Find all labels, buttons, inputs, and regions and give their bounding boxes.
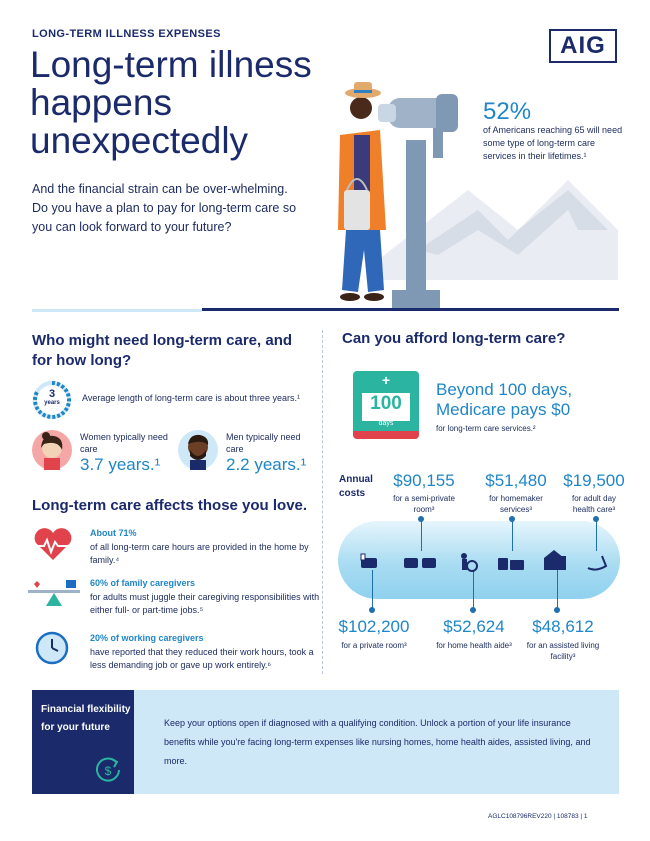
page-title: Long-term illness happens unexpectedly xyxy=(30,44,312,161)
man-avatar xyxy=(178,430,218,470)
svg-text:$: $ xyxy=(105,764,112,778)
annual-costs-label: Annual costs xyxy=(339,474,373,499)
cost-assisted-living-value: $48,612 xyxy=(532,617,594,636)
pin-homemaker xyxy=(512,519,513,551)
cost-assisted-living-label: for an assisted living facility³ xyxy=(526,641,600,661)
balance-scale-icon xyxy=(28,580,80,606)
years-icon-number: 3 xyxy=(48,388,56,400)
woman-avatar xyxy=(32,430,72,470)
calendar-base xyxy=(353,431,419,439)
financial-flexibility-title: Financial flexibility for your future xyxy=(41,704,131,733)
love-item-3-text: have reported that they reduced their wo… xyxy=(90,647,314,670)
medicare-subtext: for long-term care services.² xyxy=(436,424,536,433)
cost-adult-day-label: for adult day health care³ xyxy=(571,494,617,514)
afford-heading: Can you afford long-term care? xyxy=(342,330,566,347)
pin-dot xyxy=(470,607,476,613)
cost-private-room-value: $102,200 xyxy=(338,617,410,636)
calendar-number: 100 xyxy=(370,393,402,414)
three-years-icon xyxy=(33,381,71,419)
love-heading: Long-term care affects those you love. xyxy=(32,497,308,514)
heart-monitor-icon xyxy=(34,528,72,560)
pin-dot xyxy=(369,607,375,613)
women-years-value: 3.7 years.¹ xyxy=(80,455,161,474)
calendar-unit: days xyxy=(378,420,394,427)
pin-dot xyxy=(509,516,515,522)
cost-semi-private-label: for a semi-private room³ xyxy=(393,494,455,514)
pin-adult-day xyxy=(596,519,597,551)
pin-dot xyxy=(593,516,599,522)
who-heading: Who might need long-term care, and for h… xyxy=(32,332,293,369)
women-label: Women typically need care xyxy=(80,432,168,454)
calendar-page xyxy=(362,393,410,421)
intro-text: And the financial strain can be over-whe… xyxy=(32,182,297,234)
stat-value: 52% xyxy=(483,98,532,125)
love-item-2-text: for adults must juggle their caregiving … xyxy=(90,592,320,615)
cost-home-health-value: $52,624 xyxy=(443,617,505,636)
clock-icon xyxy=(35,631,69,665)
pin-semi-private xyxy=(421,519,422,551)
pin-dot xyxy=(554,607,560,613)
pin-dot xyxy=(418,516,424,522)
divider-dark xyxy=(202,308,619,311)
love-item-3-bold: 20% of working caregivers xyxy=(90,633,204,643)
love-item-1-bold: About 71% xyxy=(90,528,137,538)
cost-homemaker-label: for homemaker services³ xyxy=(489,494,543,514)
love-item-2-bold: 60% of family caregivers xyxy=(90,578,196,588)
men-label: Men typically need care xyxy=(226,432,301,454)
section-kicker: LONG-TERM ILLNESS EXPENSES xyxy=(32,28,221,40)
costs-band xyxy=(338,521,620,599)
cost-semi-private-value: $90,155 xyxy=(393,471,455,490)
divider-light xyxy=(32,309,202,312)
pin-private-room xyxy=(372,570,373,610)
cost-adult-day-value: $19,500 xyxy=(563,471,625,490)
pin-assisted-living xyxy=(557,570,558,610)
average-length-text: Average length of long-term care is abou… xyxy=(82,393,300,403)
stat-text: of Americans reaching 65 will need some … xyxy=(483,125,623,161)
cost-private-room-label: for a private room³ xyxy=(341,641,407,650)
care-icons-row xyxy=(360,550,608,572)
men-years-value: 2.2 years.¹ xyxy=(226,455,307,474)
calendar-plus: + xyxy=(381,372,391,388)
cost-homemaker-value: $51,480 xyxy=(485,471,547,490)
dollar-cycle-icon: $ xyxy=(96,757,120,782)
aig-logo: AIG xyxy=(549,29,617,63)
medicare-heading: Beyond 100 days, Medicare pays $0 xyxy=(436,380,573,419)
financial-flexibility-text: Keep your options open if diagnosed with… xyxy=(164,718,591,766)
years-icon-label: years xyxy=(44,400,60,406)
column-divider xyxy=(322,330,323,674)
document-code: AGLC108796REV220 | 108783 | 1 xyxy=(488,813,588,820)
love-item-1-text: of all long-term care hours are provided… xyxy=(90,542,309,565)
woman-binoculars-illustration xyxy=(338,82,618,310)
cost-home-health-label: for home health aide³ xyxy=(436,641,512,650)
pin-home-health xyxy=(473,570,474,610)
